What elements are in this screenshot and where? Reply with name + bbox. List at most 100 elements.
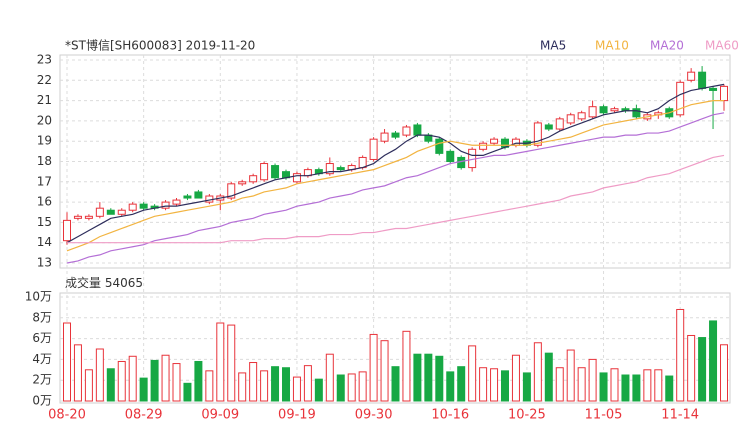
volume-bar (643, 369, 652, 402)
candle-body (391, 132, 400, 138)
candle-body (687, 71, 696, 81)
volume-bar (95, 348, 104, 402)
volume-bar (544, 352, 553, 402)
volume-bar (522, 372, 531, 402)
candle-body (106, 209, 115, 215)
volume-bar (205, 370, 214, 402)
x-tick-label: 08-29 (125, 408, 163, 423)
volume-bar (632, 374, 641, 402)
y-tick-label: 19 (37, 134, 52, 148)
volume-bar (161, 354, 170, 402)
candle-body (632, 108, 641, 118)
volume-bar (610, 368, 619, 402)
volume-bar (325, 353, 334, 402)
volume-bar (402, 330, 411, 402)
legend-entry: MA20 (650, 39, 684, 53)
ma-line (66, 99, 724, 252)
volume-tick-label: 8万 (32, 310, 52, 324)
y-tick-label: 16 (37, 195, 52, 209)
candle-body (336, 167, 345, 171)
volume-bar (446, 371, 455, 402)
y-tick-label: 13 (37, 256, 52, 270)
x-tick-label: 10-16 (431, 408, 469, 423)
volume-tick-label: 2万 (32, 373, 52, 387)
candle-body (544, 124, 553, 130)
volume-bar (227, 324, 236, 402)
volume-frame (59, 292, 731, 404)
volume-bar (577, 367, 586, 402)
volume-bar (106, 368, 115, 402)
candle-body (435, 138, 444, 154)
volume-bar (599, 372, 608, 402)
candle-body (238, 181, 247, 185)
volume-bar (588, 358, 597, 402)
candle-body (63, 219, 71, 242)
ma-line (66, 83, 725, 244)
candle-body (490, 138, 499, 144)
volume-bar (73, 344, 82, 402)
y-tick-label: 23 (37, 53, 52, 67)
volume-bar (468, 345, 477, 402)
legend-entry: MA60 (705, 39, 739, 53)
candle-body (588, 106, 597, 118)
volume-bar (249, 362, 258, 402)
volume-bar (665, 375, 674, 402)
volume-tick-label: 10万 (25, 290, 52, 304)
volume-bar (676, 308, 685, 402)
ma-line (66, 112, 725, 264)
volume-tick-label: 6万 (32, 331, 52, 345)
volume-bar (380, 340, 389, 402)
candle-body (599, 106, 608, 114)
volume-bar (84, 369, 93, 402)
volume-bar (621, 374, 630, 402)
candle-body (73, 215, 82, 219)
volume-bar (117, 360, 126, 402)
chart-title: *ST博信[SH600083] 2019-11-20 (65, 38, 255, 53)
volume-bar (238, 372, 247, 402)
candle-body (271, 165, 280, 179)
candle-body (555, 118, 564, 130)
volume-bar (183, 382, 192, 402)
volume-bar (435, 355, 444, 402)
candle-body (325, 163, 334, 175)
volume-label: 成交量 (65, 275, 101, 290)
y-tick-label: 15 (37, 215, 52, 229)
volume-bar (457, 366, 466, 402)
candle-body (380, 132, 389, 142)
candle-body (292, 173, 301, 183)
candle-body (172, 199, 181, 205)
x-tick-label: 09-30 (355, 408, 393, 423)
volume-bar (139, 377, 148, 402)
candle-body (227, 183, 236, 199)
x-tick-label: 09-09 (201, 408, 239, 423)
volume-bar (336, 374, 345, 402)
volume-bar (566, 349, 575, 402)
x-tick-label: 09-19 (278, 408, 316, 423)
volume-bar (260, 370, 269, 402)
candle-body (128, 203, 137, 211)
volume-bar (698, 337, 707, 402)
y-tick-label: 20 (37, 113, 52, 127)
candle-body (446, 150, 455, 163)
volume-bar (150, 359, 159, 402)
volume-bar (172, 363, 181, 402)
candle-body (139, 203, 148, 209)
candle-body (709, 87, 718, 91)
x-tick-label: 08-20 (48, 408, 86, 423)
candle-body (566, 114, 575, 124)
y-tick-label: 17 (37, 174, 52, 188)
x-tick-label: 11-14 (661, 408, 699, 423)
candle-body (260, 163, 269, 181)
candle-body (249, 175, 258, 183)
candle-body (720, 85, 728, 102)
volume-bar (533, 342, 542, 402)
candle-body (84, 215, 93, 219)
y-tick-label: 14 (37, 235, 52, 249)
volume-tick-label: 4万 (32, 352, 52, 366)
volume-bar (314, 378, 323, 402)
volume-bar (358, 371, 367, 402)
candle-body (533, 122, 542, 146)
volume-bar (479, 367, 488, 402)
legend-entry: MA5 (540, 39, 566, 53)
